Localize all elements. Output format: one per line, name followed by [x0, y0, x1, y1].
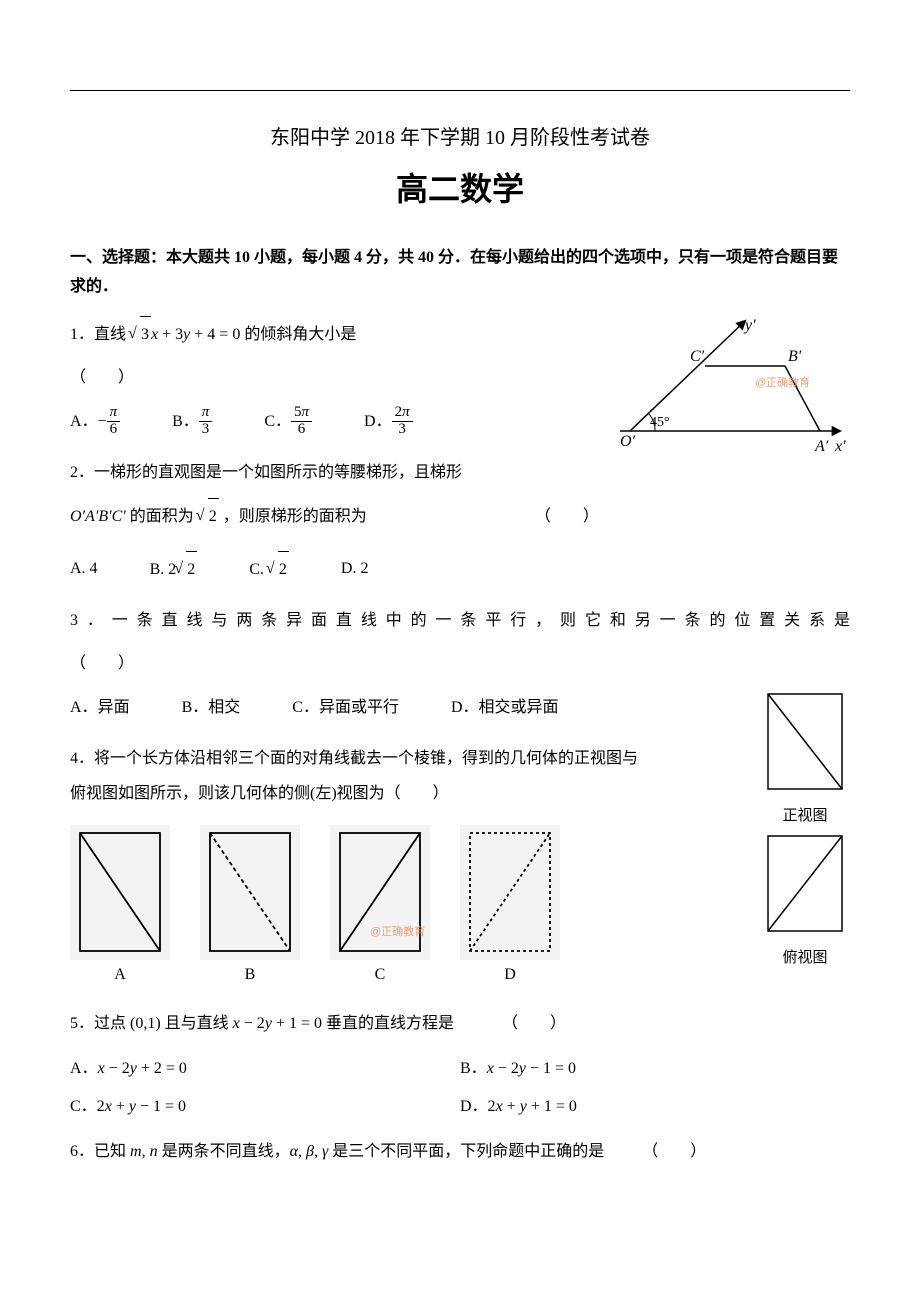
- q1-stem-prefix: 1．直线: [70, 326, 130, 343]
- q1-opt-A: A．−π6: [70, 404, 120, 439]
- q3-opt-D: D．相交或异面: [451, 690, 559, 725]
- q5-blank: （ ）: [502, 1015, 566, 1032]
- exam-title-line2: 高二数学: [70, 164, 850, 210]
- q2-options: A. 4 B. 22 C. 2 D. 2: [70, 550, 850, 586]
- exam-title-line1: 东阳中学 2018 年下学期 10 月阶段性考试卷: [70, 121, 850, 150]
- label-45deg: 45°: [650, 415, 670, 430]
- q1-stem-suffix: 的倾斜角大小是: [244, 326, 356, 343]
- q4-opt-A-fig: [70, 825, 170, 960]
- q4-label-B: B: [200, 966, 300, 984]
- q5-opt-A: A．x − 2y + 2 = 0: [70, 1050, 460, 1088]
- watermark-icon: @正确教育: [755, 375, 810, 389]
- q4-opt-B-fig: [200, 825, 300, 960]
- q4-label-A: A: [70, 966, 170, 984]
- question-6: 6．已知 m, n 是两条不同直线，α, β, γ 是三个不同平面，下列命题中正…: [70, 1134, 850, 1169]
- label-Aprime: A′: [814, 438, 829, 455]
- label-Oprime: O′: [620, 433, 636, 450]
- q4-label-D: D: [460, 966, 560, 984]
- q4-opt-C-fig: @正确教育: [330, 825, 430, 960]
- q5-opt-C: C．2x + y − 1 = 0: [70, 1088, 460, 1126]
- q4-option-labels: A B C D: [70, 966, 750, 984]
- question-5: 5．过点 (0,1) 且与直线 x − 2y + 1 = 0 垂直的直线方程是 …: [70, 1006, 850, 1041]
- figure-oblique-trapezoid: O′ A′ B′ C′ x′ y′ 45° @正确教育: [610, 316, 850, 471]
- q5-opt-B: B．x − 2y − 1 = 0: [460, 1050, 850, 1088]
- q5-opt-D: D．2x + y + 1 = 0: [460, 1088, 850, 1126]
- q3-opt-B: B．相交: [182, 690, 241, 725]
- q4-option-figures: @正确教育: [70, 825, 750, 960]
- top-rule: [70, 90, 850, 91]
- q2-opt-B: B. 22: [150, 551, 198, 587]
- exam-page: 东阳中学 2018 年下学期 10 月阶段性考试卷 高二数学 一、选择题：本大题…: [0, 0, 920, 1302]
- question-3: 3．一条直线与两条异面直线中的一条平行，则它和另一条的位置关系是: [70, 603, 850, 638]
- question-2-line2: O′A′B′C′ 的面积为 2 ，则原梯形的面积为 （ ）: [70, 498, 850, 534]
- q1-opt-B: B．π3: [172, 404, 212, 439]
- q3-blank: （ ）: [70, 646, 850, 681]
- q3-options: A．异面 B．相交 C．异面或平行 D．相交或异面: [70, 689, 850, 725]
- label-Cprime: C′: [690, 348, 705, 365]
- figure-views: 正视图 俯视图: [760, 689, 850, 967]
- q1-expr: 3x + 3y + 4 = 0: [130, 326, 240, 343]
- q1-opt-C: C．5π6: [264, 404, 312, 439]
- label-xprime: x′: [834, 438, 846, 455]
- q4-label-C: C: [330, 966, 430, 984]
- q4-opt-D-fig: [460, 825, 560, 960]
- label-Bprime: B′: [788, 348, 802, 365]
- label-yprime: y′: [743, 317, 756, 334]
- front-view-icon: [760, 689, 850, 799]
- q2-blank: （ ）: [535, 508, 599, 525]
- q2-opt-A: A. 4: [70, 551, 98, 586]
- question-4: 4．将一个长方体沿相邻三个面的对角线截去一个棱锥，得到的几何体的正视图与俯视图如…: [70, 741, 640, 811]
- section-1-heading: 一、选择题：本大题共 10 小题，每小题 4 分，共 40 分．在每小题给出的四…: [70, 244, 850, 302]
- top-view-icon: [760, 831, 850, 941]
- front-view-label: 正视图: [760, 804, 850, 825]
- q5-prefix: 5．过点 (0,1) 且与直线: [70, 1015, 233, 1032]
- svg-text:@正确教育: @正确教育: [370, 924, 425, 938]
- q3-opt-C: C．异面或平行: [292, 690, 399, 725]
- q2-opt-D: D. 2: [341, 551, 369, 586]
- top-view-label: 俯视图: [760, 946, 850, 967]
- q6-blank: （ ）: [642, 1143, 706, 1160]
- q5-options: A．x − 2y + 2 = 0 B．x − 2y − 1 = 0 C．2x +…: [70, 1050, 850, 1127]
- q5-suffix: 垂直的直线方程是: [326, 1015, 454, 1032]
- q1-opt-D: D．2π3: [364, 404, 413, 439]
- q3-opt-A: A．异面: [70, 690, 130, 725]
- q2-opt-C: C. 2: [249, 551, 289, 587]
